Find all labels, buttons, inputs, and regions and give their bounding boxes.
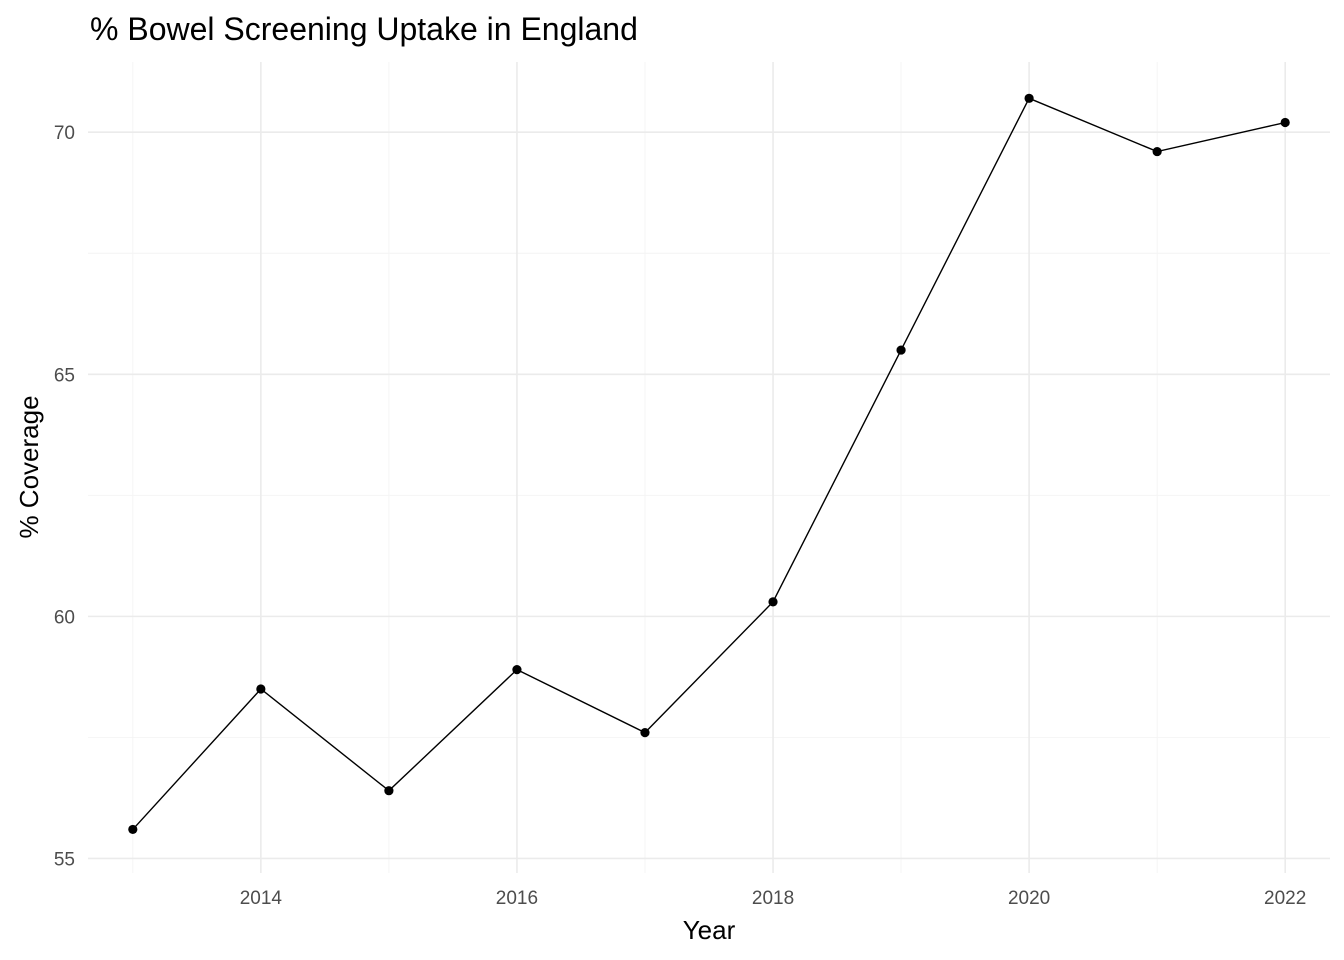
series-layer bbox=[132, 97, 1286, 830]
data-point bbox=[1280, 117, 1290, 128]
y-tick-label: 65 bbox=[54, 365, 75, 386]
data-point bbox=[128, 824, 138, 835]
data-point bbox=[896, 345, 906, 355]
x-tick-label: 2014 bbox=[240, 888, 283, 909]
data-point bbox=[512, 665, 522, 675]
chart-title: % Bowel Screening Uptake in England bbox=[90, 11, 638, 47]
data-point bbox=[256, 684, 266, 694]
data-point bbox=[384, 786, 394, 796]
data-point bbox=[1152, 146, 1162, 157]
y-tick-label: 60 bbox=[54, 607, 75, 628]
x-tick-label: 2020 bbox=[1008, 888, 1050, 909]
data-points bbox=[128, 93, 1290, 835]
data-point bbox=[640, 727, 650, 738]
x-tick-label: 2016 bbox=[496, 888, 538, 909]
x-axis-title: Year bbox=[683, 915, 736, 945]
data-point bbox=[768, 597, 778, 607]
x-tick-label: 2018 bbox=[752, 888, 794, 909]
gridlines bbox=[88, 62, 1330, 873]
x-axis-ticks: 2014 2016 2018 2020 2022 bbox=[240, 888, 1307, 909]
y-axis-ticks: 55 60 65 70 bbox=[54, 123, 75, 870]
y-tick-label: 55 bbox=[54, 849, 75, 870]
data-point bbox=[1024, 93, 1034, 103]
y-axis-title: % Coverage bbox=[14, 395, 44, 538]
x-tick-label: 2022 bbox=[1264, 888, 1306, 909]
series-line bbox=[132, 97, 1286, 830]
y-tick-label: 70 bbox=[54, 123, 75, 144]
